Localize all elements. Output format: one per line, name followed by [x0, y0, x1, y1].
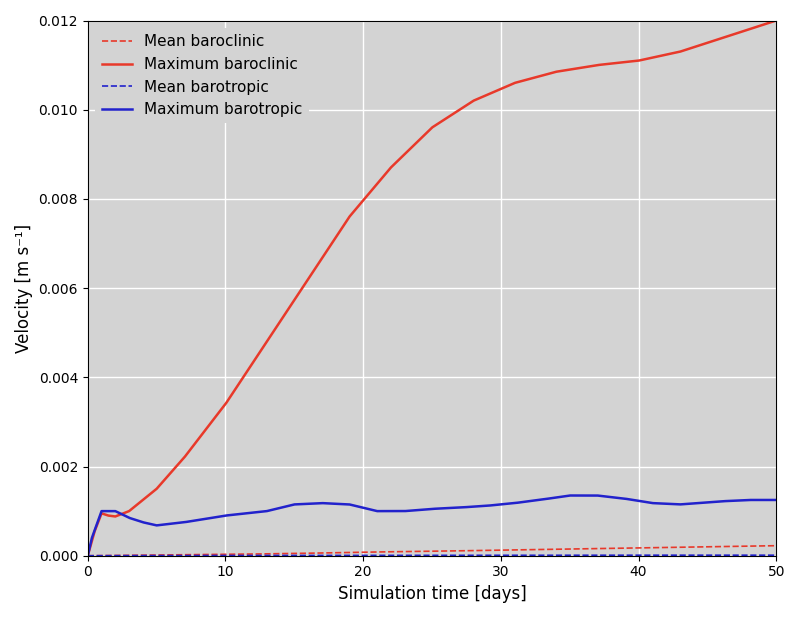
Mean barotropic — [154, 552, 163, 559]
Maximum baroclinic — [362, 193, 371, 200]
Mean baroclinic — [154, 551, 163, 559]
Maximum baroclinic — [154, 483, 163, 491]
Mean baroclinic — [556, 546, 566, 553]
Legend: Mean baroclinic, Maximum baroclinic, Mean barotropic, Maximum barotropic: Mean baroclinic, Maximum baroclinic, Mea… — [95, 28, 309, 123]
Line: Maximum baroclinic: Maximum baroclinic — [88, 20, 776, 556]
Maximum baroclinic — [632, 57, 642, 64]
Mean baroclinic — [620, 544, 630, 552]
Line: Maximum barotropic: Maximum barotropic — [88, 496, 776, 556]
Mean barotropic — [771, 551, 781, 559]
Mean barotropic — [386, 552, 396, 559]
Maximum barotropic — [154, 522, 163, 529]
Maximum baroclinic — [771, 17, 781, 24]
Mean barotropic — [556, 551, 566, 559]
Maximum barotropic — [633, 497, 642, 504]
Maximum barotropic — [386, 507, 396, 515]
Maximum barotropic — [566, 492, 575, 499]
Mean baroclinic — [632, 544, 642, 552]
Maximum baroclinic — [83, 552, 93, 559]
Mean baroclinic — [386, 548, 396, 556]
Mean barotropic — [632, 551, 642, 559]
Mean baroclinic — [771, 542, 781, 549]
Maximum baroclinic — [620, 59, 630, 66]
Maximum barotropic — [362, 505, 371, 512]
Mean barotropic — [634, 551, 644, 559]
X-axis label: Simulation time [days]: Simulation time [days] — [338, 585, 526, 603]
Maximum barotropic — [771, 496, 781, 504]
Maximum barotropic — [83, 552, 93, 559]
Mean barotropic — [83, 552, 93, 559]
Mean barotropic — [620, 551, 630, 559]
Mean baroclinic — [362, 548, 371, 556]
Y-axis label: Velocity [m s⁻¹]: Velocity [m s⁻¹] — [15, 224, 33, 353]
Line: Mean baroclinic: Mean baroclinic — [88, 546, 776, 556]
Maximum baroclinic — [556, 67, 566, 75]
Mean barotropic — [362, 552, 371, 559]
Maximum barotropic — [556, 493, 566, 501]
Maximum baroclinic — [386, 164, 396, 171]
Mean baroclinic — [83, 552, 93, 559]
Maximum barotropic — [621, 495, 630, 502]
